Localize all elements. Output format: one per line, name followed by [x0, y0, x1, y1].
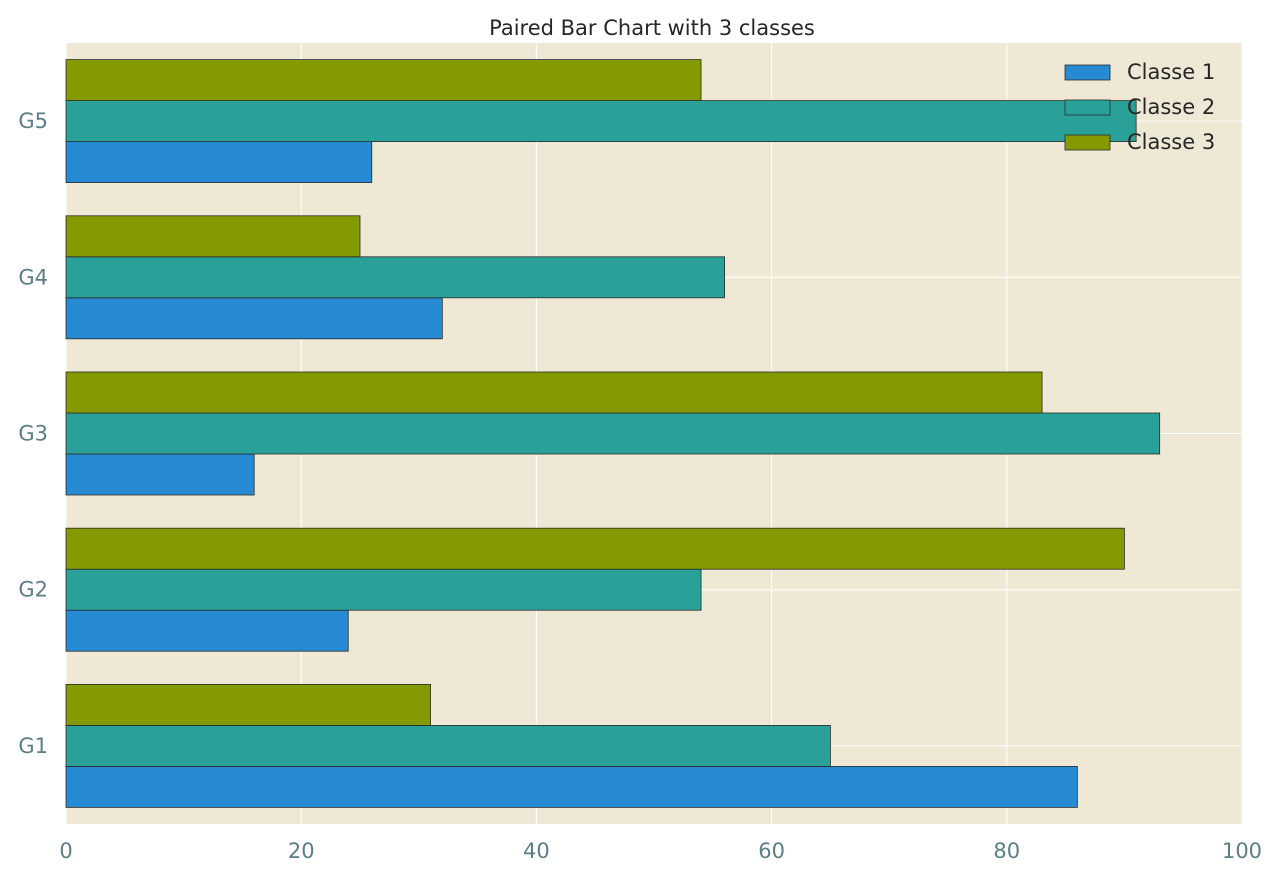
- y-tick-label: G3: [18, 422, 48, 446]
- bar-g4-classe-2: [65, 256, 725, 299]
- bar-g5-classe-2: [65, 100, 1137, 142]
- x-tick-label: 100: [1222, 839, 1262, 863]
- bar-g2-classe-2: [65, 568, 702, 611]
- legend-swatch: [1064, 134, 1111, 151]
- bar-g3-classe-3: [65, 371, 1043, 414]
- y-tick-label: G1: [18, 734, 48, 758]
- legend-label: Classe 3: [1127, 130, 1215, 154]
- bar-g1-classe-1: [65, 766, 1078, 808]
- x-tick-label: 60: [758, 839, 785, 863]
- bar-g2-classe-3: [65, 527, 1125, 570]
- y-tick-label: G5: [18, 109, 48, 133]
- x-tick-label: 80: [993, 839, 1020, 863]
- legend: Classe 1 Classe 2 Classe 3: [1064, 60, 1215, 154]
- y-tick-labels: G1 G2 G3 G4 G5: [18, 109, 48, 758]
- bar-g5-classe-3: [65, 59, 702, 101]
- bar-g3-classe-1: [65, 453, 255, 496]
- x-tick-label: 0: [59, 839, 72, 863]
- legend-label: Classe 1: [1127, 60, 1215, 84]
- legend-label: Classe 2: [1127, 95, 1215, 119]
- bar-g5-classe-1: [65, 141, 373, 184]
- chart-title: Paired Bar Chart with 3 classes: [489, 16, 815, 40]
- legend-swatch: [1064, 99, 1111, 116]
- bar-g4-classe-1: [65, 297, 443, 340]
- x-tick-label: 40: [523, 839, 550, 863]
- x-tick-labels: 0 20 40 60 80 100: [59, 839, 1262, 863]
- bar-g1-classe-3: [65, 684, 431, 726]
- bars-group: [65, 59, 1161, 808]
- bar-g4-classe-3: [65, 215, 361, 258]
- bar-g3-classe-2: [65, 412, 1161, 455]
- bar-g1-classe-2: [65, 725, 831, 767]
- legend-swatch: [1064, 64, 1111, 81]
- bar-g2-classe-1: [65, 609, 349, 652]
- y-tick-label: G4: [18, 265, 48, 289]
- y-tick-label: G2: [18, 578, 48, 602]
- x-tick-label: 20: [288, 839, 315, 863]
